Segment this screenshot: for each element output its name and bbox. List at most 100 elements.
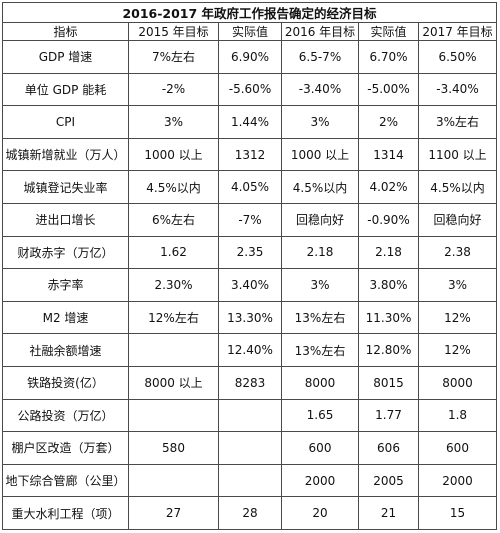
table-cell: 13%左右 (281, 333, 359, 367)
table-cell: 4.5%以内 (281, 170, 359, 204)
table-cell: 3%左右 (418, 105, 497, 139)
table-title: 2016-2017 年政府工作报告确定的经济目标 (2, 2, 497, 23)
table-cell: 15 (418, 496, 497, 530)
table-cell: 8000 (281, 365, 359, 400)
table-cell: 6.50% (418, 40, 497, 74)
table-row: 进出口增长 6%左右 -7% 回稳向好 -0.90% 回稳向好 (2, 202, 497, 237)
table-cell: 28 (218, 496, 282, 530)
table-cell: 12% (418, 333, 497, 367)
table-row: GDP 增速 7%左右 6.90% 6.5-7% 6.70% 6.50% (2, 40, 497, 74)
table-cell: 11.30% (358, 300, 419, 335)
table-cell: 3% (281, 268, 359, 302)
table-cell: 600 (418, 431, 497, 465)
table-row: 棚户区改造（万套） 580 600 606 600 (2, 431, 497, 465)
table-cell: 12%左右 (128, 300, 219, 335)
table-cell: 3% (418, 268, 497, 302)
table-cell: 3% (128, 105, 219, 139)
table-cell (128, 398, 219, 433)
table-cell: 6.70% (358, 40, 419, 74)
table-cell: 20 (281, 496, 359, 530)
table-cell: 27 (128, 496, 219, 530)
table-cell: 4.02% (358, 170, 419, 204)
table-cell: 2.35 (218, 235, 282, 270)
table-cell: 606 (358, 431, 419, 465)
row-label: 城镇登记失业率 (2, 170, 129, 204)
table-row: 地下综合管廊（公里） 2000 2005 2000 (2, 463, 497, 498)
table-cell: 2% (358, 105, 419, 139)
table-cell: -5.00% (358, 72, 419, 107)
row-label: 单位 GDP 能耗 (2, 72, 129, 107)
table-cell: 3% (281, 105, 359, 139)
table-cell: 1000 以上 (128, 137, 219, 172)
table-cell: 回稳向好 (418, 202, 497, 237)
table-cell: 2.18 (281, 235, 359, 270)
header-2016-actual: 实际值 (358, 22, 419, 41)
header-2015-target: 2015 年目标 (128, 22, 219, 41)
table-cell: 6.5-7% (281, 40, 359, 74)
table-cell: 4.5%以内 (418, 170, 497, 204)
row-label: 公路投资（万亿） (2, 398, 129, 433)
row-label: 赤字率 (2, 268, 129, 302)
table-cell: 1.77 (358, 398, 419, 433)
row-label: GDP 增速 (2, 40, 129, 74)
table-cell: 1.8 (418, 398, 497, 433)
table-cell (218, 398, 282, 433)
table-cell (128, 333, 219, 367)
table-cell: 13.30% (218, 300, 282, 335)
table-cell: 1100 以上 (418, 137, 497, 172)
table-cell: 回稳向好 (281, 202, 359, 237)
header-indicator: 指标 (2, 22, 129, 41)
table-cell: 2.30% (128, 268, 219, 302)
table-cell: -2% (128, 72, 219, 107)
header-2017-target: 2017 年目标 (418, 22, 497, 41)
table-cell: 2000 (281, 463, 359, 498)
header-2015-actual: 实际值 (218, 22, 282, 41)
table-cell: 1314 (358, 137, 419, 172)
table-cell: 12.40% (218, 333, 282, 367)
table-cell: 12% (418, 300, 497, 335)
row-label: 地下综合管廊（公里） (2, 463, 129, 498)
row-label: 进出口增长 (2, 202, 129, 237)
table-row: 铁路投资(亿） 8000 以上 8283 8000 8015 8000 (2, 365, 497, 400)
table-cell: 4.05% (218, 170, 282, 204)
table-row: 城镇登记失业率 4.5%以内 4.05% 4.5%以内 4.02% 4.5%以内 (2, 170, 497, 204)
table-cell: 3.40% (218, 268, 282, 302)
row-label: 棚户区改造（万套） (2, 431, 129, 465)
table-cell: 8015 (358, 365, 419, 400)
table-row: 财政赤字（万亿） 1.62 2.35 2.18 2.18 2.38 (2, 235, 497, 270)
table-cell (218, 463, 282, 498)
table-cell: 1000 以上 (281, 137, 359, 172)
table-cell: 12.80% (358, 333, 419, 367)
table-row: 公路投资（万亿） 1.65 1.77 1.8 (2, 398, 497, 433)
table-row: 社融余额增速 12.40% 13%左右 12.80% 12% (2, 333, 497, 367)
table-cell: 21 (358, 496, 419, 530)
table-cell: 1.44% (218, 105, 282, 139)
table-cell: 6%左右 (128, 202, 219, 237)
table-cell: -5.60% (218, 72, 282, 107)
table-cell: 6.90% (218, 40, 282, 74)
row-label: 城镇新增就业（万人） (2, 137, 129, 172)
row-label: 铁路投资(亿） (2, 365, 129, 400)
table-row: 重大水利工程（项） 27 28 20 21 15 (2, 496, 497, 530)
table-row: CPI 3% 1.44% 3% 2% 3%左右 (2, 105, 497, 139)
table-cell: 580 (128, 431, 219, 465)
table-cell: 13%左右 (281, 300, 359, 335)
row-label: M2 增速 (2, 300, 129, 335)
table-cell: 8000 (418, 365, 497, 400)
header-2016-target: 2016 年目标 (281, 22, 359, 41)
title-row: 2016-2017 年政府工作报告确定的经济目标 (2, 2, 497, 23)
table-cell: 2000 (418, 463, 497, 498)
row-label: 重大水利工程（项） (2, 496, 129, 530)
table-cell: 1312 (218, 137, 282, 172)
table-row: M2 增速 12%左右 13.30% 13%左右 11.30% 12% (2, 300, 497, 335)
table-cell (128, 463, 219, 498)
table-cell: 2.38 (418, 235, 497, 270)
table-cell: 2.18 (358, 235, 419, 270)
table-row: 城镇新增就业（万人） 1000 以上 1312 1000 以上 1314 110… (2, 137, 497, 172)
table-row: 赤字率 2.30% 3.40% 3% 3.80% 3% (2, 268, 497, 302)
table-cell: 1.65 (281, 398, 359, 433)
table-cell: 4.5%以内 (128, 170, 219, 204)
table-cell: -3.40% (281, 72, 359, 107)
table-cell: -3.40% (418, 72, 497, 107)
